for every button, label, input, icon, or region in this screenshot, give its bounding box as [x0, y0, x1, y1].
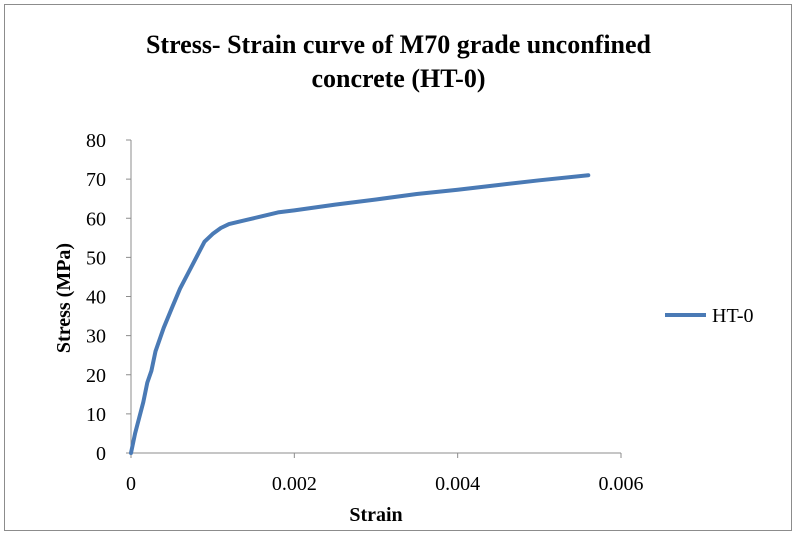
y-tick-label: 70: [86, 169, 106, 191]
x-tick-label: 0.004: [435, 473, 480, 495]
legend: HT-0: [665, 305, 753, 327]
series-line-ht-0: [129, 173, 591, 455]
x-axis-title: Strain: [349, 504, 402, 526]
chart-frame: [4, 4, 792, 531]
y-tick-label: 80: [86, 130, 106, 152]
x-tick-label: 0.006: [599, 473, 644, 495]
y-tick-label: 0: [96, 443, 106, 465]
chart-title: Stress- Strain curve of M70 grade unconf…: [0, 28, 797, 96]
y-tick-label: 50: [86, 247, 106, 269]
x-tick-label: 0: [126, 473, 136, 495]
tick-labels: 0 10 20 30 40 50 60 70 80 0 0.002 0.004 0.006: [86, 130, 644, 495]
chart-title-line-2: concrete (HT-0): [311, 64, 486, 93]
y-tick-label: 40: [86, 287, 106, 309]
plot-area: [129, 173, 591, 455]
legend-label: HT-0: [712, 305, 753, 327]
y-tick-label: 60: [86, 208, 106, 230]
y-axis-title: Stress (MPa): [53, 243, 75, 353]
y-tick-label: 30: [86, 326, 106, 348]
chart-title-line-1: Stress- Strain curve of M70 grade unconf…: [145, 30, 652, 59]
axes: [126, 139, 622, 458]
y-tick-label: 20: [86, 365, 106, 387]
y-tick-label: 10: [86, 404, 106, 426]
x-tick-label: 0.002: [272, 473, 317, 495]
